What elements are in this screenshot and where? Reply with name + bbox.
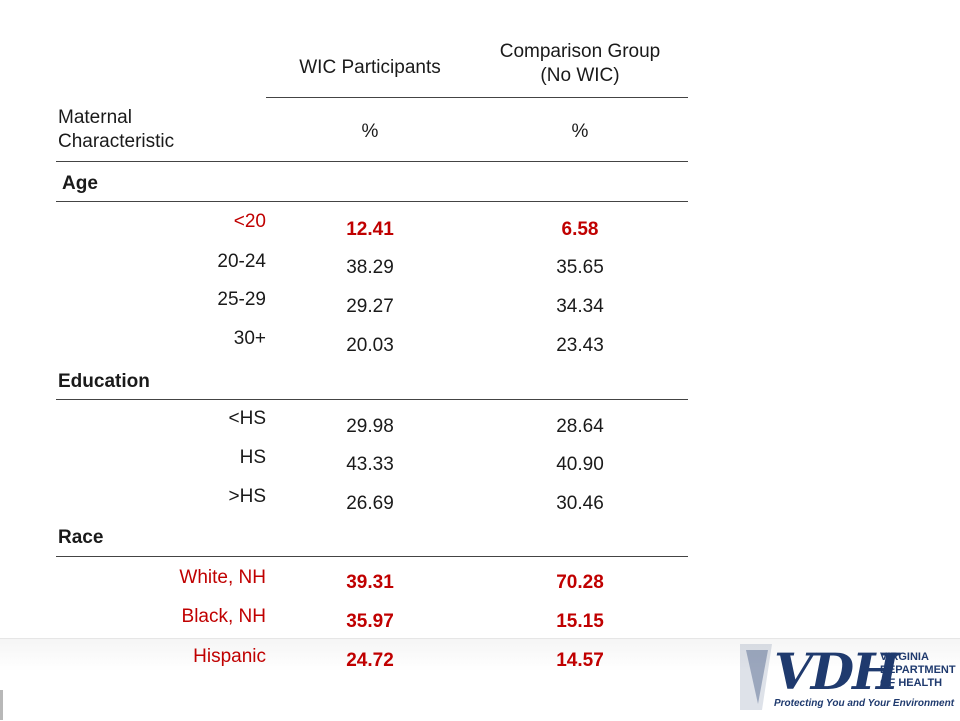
section-age: Age [62, 173, 98, 194]
header-wic-participants: WIC Participants [299, 57, 441, 78]
comparison-value: 15.15 [556, 611, 604, 632]
row-label: Hispanic [193, 646, 266, 667]
header-comparison-group: Comparison Group (No WIC) [470, 40, 690, 88]
comparison-value: 35.65 [556, 257, 604, 278]
row-label: 20-24 [217, 251, 266, 272]
education-rule [56, 399, 688, 400]
logo-name-line3: OF HEALTH [880, 677, 943, 689]
comparison-value: 70.28 [556, 572, 604, 593]
row-label: >HS [228, 486, 267, 507]
section-race: Race [58, 527, 104, 548]
row-label: <HS [228, 408, 267, 429]
header-rule [266, 97, 688, 98]
wic-value: 43.33 [346, 454, 394, 475]
vdh-logo: VDH VIRGINIA DEPARTMENT OF HEALTH Protec… [738, 640, 956, 714]
subheader-rule [56, 161, 688, 162]
logo-vdh-mark: VDH [774, 642, 899, 701]
comparison-value: 23.43 [556, 335, 604, 356]
comparison-value: 34.34 [556, 296, 604, 317]
wic-value: 38.29 [346, 257, 394, 278]
row-header-maternal-characteristic: Maternal Characteristic [58, 106, 258, 154]
wic-value: 26.69 [346, 493, 394, 514]
logo-name-line2: DEPARTMENT [880, 664, 956, 676]
comparison-value: 40.90 [556, 454, 604, 475]
wic-value: 29.98 [346, 416, 394, 437]
logo-name-line1: VIRGINIA [880, 651, 929, 663]
wic-value: 12.41 [346, 219, 394, 240]
wic-value: 35.97 [346, 611, 394, 632]
row-label: HS [239, 447, 266, 468]
logo-swoosh-icon [740, 644, 772, 710]
footer-band [0, 638, 960, 721]
comparison-value: 30.46 [556, 493, 604, 514]
wic-value: 24.72 [346, 650, 394, 671]
wic-value: 29.27 [346, 296, 394, 317]
age-rule [56, 201, 688, 202]
logo-tagline: Protecting You and Your Environment [774, 698, 955, 709]
logo-department-name: VIRGINIA DEPARTMENT OF HEALTH [880, 652, 960, 691]
comparison-value: 14.57 [556, 650, 604, 671]
header-comparison-line2: (No WIC) [540, 65, 620, 86]
row-label: 30+ [233, 328, 266, 349]
comparison-value: 6.58 [561, 219, 599, 240]
section-education: Education [58, 371, 150, 392]
race-rule [56, 556, 688, 557]
wic-value: 39.31 [346, 572, 394, 593]
pct-label-wic: % [361, 121, 379, 142]
comparison-value: 28.64 [556, 416, 604, 437]
row-label: White, NH [179, 567, 266, 588]
row-header-line1: Maternal [58, 107, 132, 128]
row-label: Black, NH [181, 606, 266, 627]
header-comparison-line1: Comparison Group [499, 41, 661, 62]
wic-value: 20.03 [346, 335, 394, 356]
slide-edge-marker [0, 690, 3, 720]
row-label: 25-29 [217, 289, 266, 310]
row-header-line2: Characteristic [58, 131, 175, 152]
pct-label-comparison: % [571, 121, 589, 142]
row-label: <20 [233, 211, 266, 232]
